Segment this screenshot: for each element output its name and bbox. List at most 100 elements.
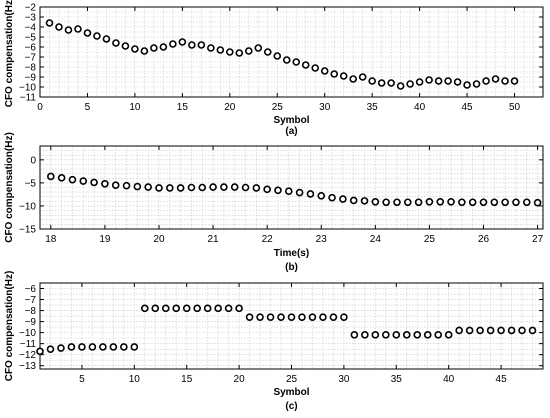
data-point xyxy=(263,48,272,56)
x-tick-label: 15 xyxy=(177,102,189,113)
data-point xyxy=(144,183,152,191)
data-point xyxy=(507,326,516,335)
x-tick-label: 20 xyxy=(153,234,165,245)
data-point xyxy=(122,181,131,190)
data-point xyxy=(166,184,174,192)
data-point xyxy=(155,184,163,192)
data-point xyxy=(55,23,63,31)
x-tick-label: 0 xyxy=(37,102,43,113)
data-point xyxy=(209,183,217,191)
data-point xyxy=(491,75,500,83)
data-point xyxy=(434,77,443,85)
data-point xyxy=(349,196,358,205)
data-point xyxy=(319,313,327,321)
data-point xyxy=(361,331,369,339)
data-point xyxy=(83,29,92,37)
x-tick-label: 30 xyxy=(338,374,350,385)
data-point xyxy=(434,331,443,339)
data-point xyxy=(235,49,244,57)
data-point xyxy=(161,304,170,313)
data-point xyxy=(339,72,348,80)
x-tick-label: 40 xyxy=(414,102,426,113)
data-point xyxy=(402,331,411,339)
data-point xyxy=(151,304,160,313)
panel-caption: (a) xyxy=(285,126,297,137)
data-point xyxy=(329,313,338,321)
data-point xyxy=(463,81,471,89)
y-tick-label: −11 xyxy=(20,339,37,350)
data-point xyxy=(67,343,76,351)
data-point xyxy=(254,44,263,52)
grid xyxy=(39,145,543,230)
data-point xyxy=(214,304,222,313)
data-point xyxy=(112,39,120,47)
data-point xyxy=(533,198,542,207)
data-point xyxy=(371,331,380,339)
series-points xyxy=(36,304,537,356)
y-axis-label: CFO compensation(Hz) xyxy=(4,0,15,107)
y-tick-label: −9 xyxy=(25,73,37,84)
data-point xyxy=(392,331,401,339)
x-tick-label: 19 xyxy=(99,234,111,245)
y-tick-label: −10 xyxy=(19,83,36,94)
y-tick-label: −15 xyxy=(19,225,36,236)
y-tick-label: −2 xyxy=(25,3,37,14)
data-point xyxy=(320,67,329,75)
panel-caption: (c) xyxy=(285,401,297,412)
y-tick-label: −5 xyxy=(25,178,37,189)
data-point xyxy=(468,198,477,207)
y-tick-label: −10 xyxy=(19,201,36,212)
data-point xyxy=(230,183,239,191)
x-tick-label: 50 xyxy=(509,102,521,113)
x-tick-label: 26 xyxy=(478,234,490,245)
data-point xyxy=(111,181,120,189)
y-tick-label: −9 xyxy=(25,317,37,328)
data-point xyxy=(235,304,243,313)
data-point xyxy=(501,77,509,85)
data-point xyxy=(284,187,293,195)
data-point xyxy=(169,40,177,48)
grid xyxy=(39,282,544,369)
data-point xyxy=(101,180,109,188)
x-tick-label: 27 xyxy=(532,234,544,245)
data-point xyxy=(425,76,433,84)
data-point xyxy=(306,190,315,198)
data-point xyxy=(328,193,336,202)
data-point xyxy=(330,70,339,78)
data-point xyxy=(273,52,282,60)
data-point xyxy=(358,73,367,81)
data-point xyxy=(207,44,215,52)
x-tick-label: 35 xyxy=(391,374,403,385)
data-point xyxy=(46,345,55,353)
data-point xyxy=(45,19,54,27)
data-point xyxy=(350,331,359,339)
panel-c: 5 10 15 20 25 30 35 40 45 −6−7−8−9−10−11−12−13 Sym… xyxy=(4,271,544,412)
data-point xyxy=(472,80,481,88)
data-point xyxy=(57,344,65,352)
data-point xyxy=(130,343,139,351)
data-point xyxy=(317,192,326,200)
data-point xyxy=(140,47,149,55)
axes-frame xyxy=(39,145,544,230)
data-point xyxy=(78,343,86,351)
data-point xyxy=(131,45,139,53)
data-point xyxy=(387,79,395,87)
data-point xyxy=(64,26,73,34)
data-point xyxy=(252,184,261,192)
data-point xyxy=(226,48,234,56)
data-point xyxy=(79,177,88,185)
data-point xyxy=(490,198,499,207)
data-point xyxy=(339,195,347,203)
data-point xyxy=(88,343,97,351)
data-point xyxy=(528,326,537,335)
y-axis-label: CFO compensation(Hz) xyxy=(4,271,15,382)
x-tick-label: 10 xyxy=(129,102,141,113)
data-point xyxy=(277,313,285,321)
x-tick-label: 21 xyxy=(208,234,220,245)
y-tick-label: −12 xyxy=(19,350,36,361)
data-point xyxy=(74,25,82,33)
series-points xyxy=(45,19,519,90)
y-tick-label: −5 xyxy=(25,33,37,44)
x-tick-label: 45 xyxy=(462,102,474,113)
